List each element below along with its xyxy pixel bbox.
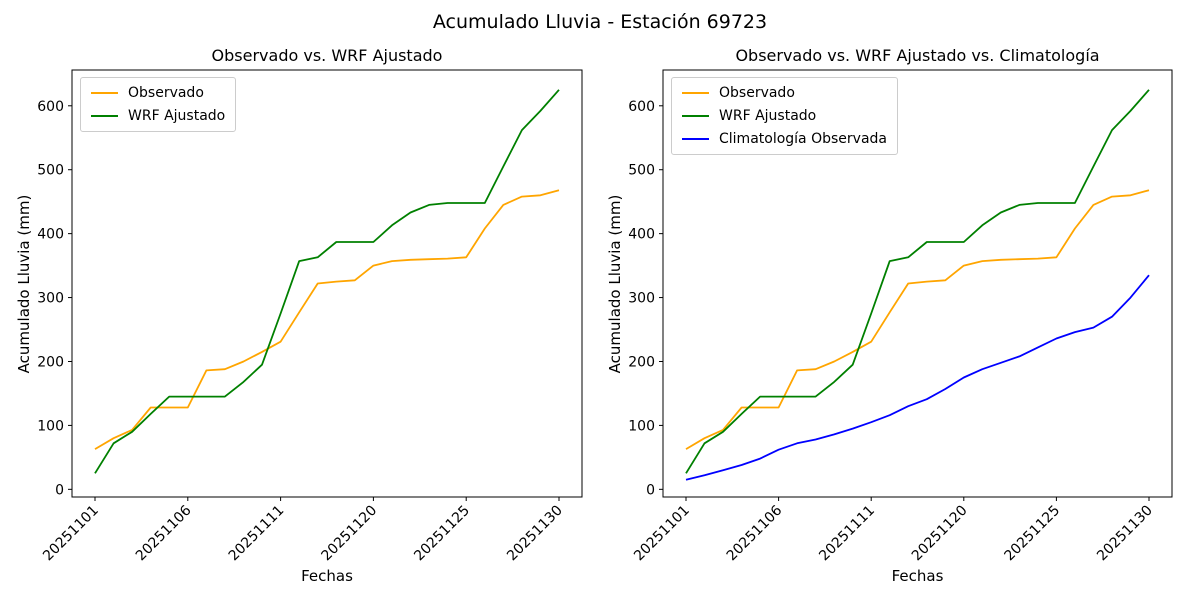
x-tick-label: 20251130 <box>1094 503 1156 565</box>
right-y-axis-label: Acumulado Lluvia (mm) <box>606 194 624 374</box>
right-plot-title: Observado vs. WRF Ajustado vs. Climatolo… <box>735 46 1100 65</box>
y-tick-label: 600 <box>37 99 64 115</box>
y-tick-label: 100 <box>37 418 64 434</box>
legend-line-swatch <box>682 115 709 117</box>
legend-item: WRF Ajustado <box>91 108 225 124</box>
y-tick-label: 400 <box>628 227 655 243</box>
y-tick-label: 500 <box>37 163 64 179</box>
left-plot-legend: Observado WRF Ajustado <box>80 77 237 132</box>
y-tick-label: 600 <box>628 99 655 115</box>
legend-line-swatch <box>682 92 709 94</box>
x-tick-label: 20251111 <box>816 503 878 565</box>
series-line-observado <box>94 189 560 450</box>
legend-label: Climatología Observada <box>719 131 887 147</box>
y-tick-label: 100 <box>628 418 655 434</box>
y-tick-label: 200 <box>628 354 655 370</box>
series-line-wrf-ajustado <box>685 89 1150 474</box>
legend-line-swatch <box>91 92 118 94</box>
legend-line-swatch <box>682 138 709 140</box>
plot-area-border <box>662 69 1173 498</box>
legend-item: WRF Ajustado <box>682 108 887 124</box>
y-tick-label: 500 <box>628 163 655 179</box>
x-tick-label: 20251101 <box>631 503 693 565</box>
x-tick-label: 20251130 <box>504 503 566 565</box>
legend-label: WRF Ajustado <box>719 108 817 124</box>
x-tick-label: 20251125 <box>411 503 473 565</box>
left-y-axis-label: Acumulado Lluvia (mm) <box>15 194 33 374</box>
y-tick-label: 300 <box>37 291 64 307</box>
right-plot-legend: Observado WRF Ajustado Climatología Observ… <box>671 77 898 155</box>
legend-label: Observado <box>128 85 204 101</box>
legend-line-swatch <box>91 115 118 117</box>
right-x-axis-label: Fechas <box>891 567 944 585</box>
plot-area-border <box>71 69 583 498</box>
y-tick-label: 400 <box>37 227 64 243</box>
left-x-axis-label: Fechas <box>301 567 353 585</box>
legend-item: Observado <box>682 85 887 101</box>
x-tick-label: 20251120 <box>319 503 381 565</box>
x-tick-label: 20251106 <box>133 502 195 564</box>
figure-title: Acumulado Lluvia - Estación 69723 <box>432 11 768 33</box>
y-tick-label: 300 <box>628 291 655 307</box>
y-tick-label: 200 <box>37 354 64 370</box>
x-tick-label: 20251106 <box>724 502 786 564</box>
series-line-observado <box>685 189 1150 450</box>
legend-item: Observado <box>91 85 225 101</box>
series-line-wrf-ajustado <box>94 89 560 474</box>
x-tick-label: 20251101 <box>40 503 102 565</box>
y-tick-label: 0 <box>646 482 655 498</box>
legend-label: Observado <box>719 85 795 101</box>
x-tick-label: 20251120 <box>909 503 971 565</box>
left-plot-title: Observado vs. WRF Ajustado <box>211 46 443 65</box>
legend-label: WRF Ajustado <box>128 108 226 124</box>
x-tick-label: 20251111 <box>226 503 288 565</box>
legend-item: Climatología Observada <box>682 131 887 147</box>
series-line-climatología-observada <box>685 274 1150 481</box>
x-tick-label: 20251125 <box>1002 503 1064 565</box>
y-tick-label: 0 <box>55 482 64 498</box>
